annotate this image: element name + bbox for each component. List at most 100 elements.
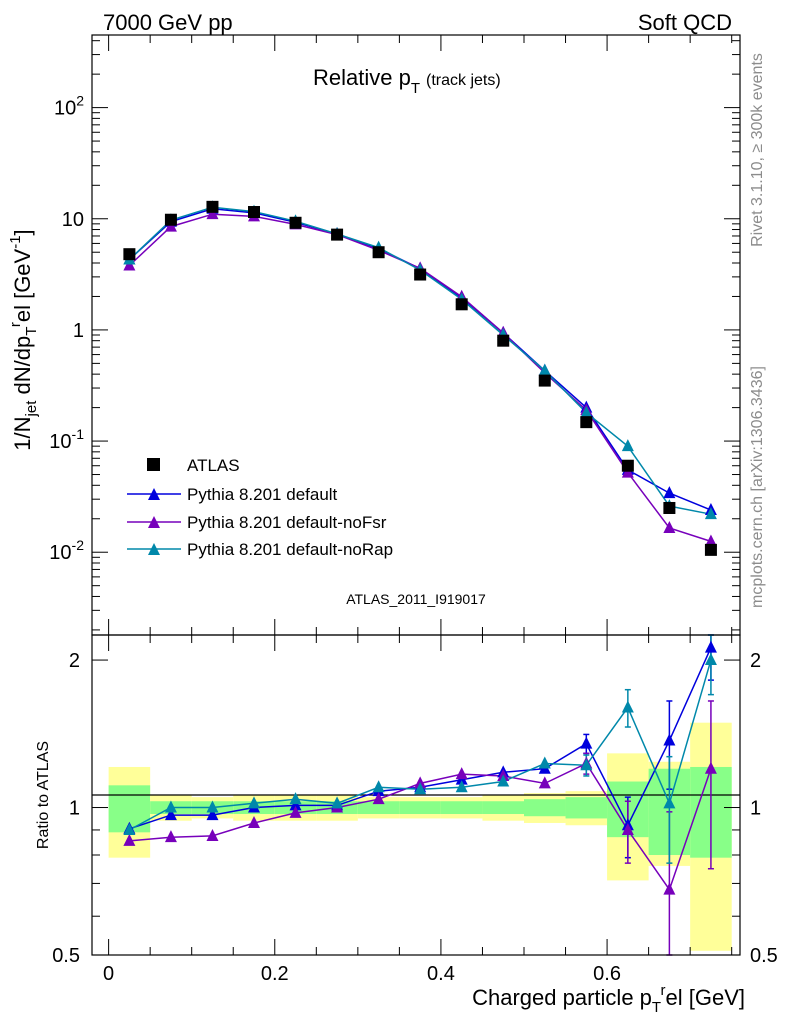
main-point-atlas: [331, 228, 344, 241]
main-y-tick-label: 10-2: [49, 537, 84, 564]
ratio-point-nofsr: [289, 805, 302, 818]
main-point-atlas: [580, 416, 593, 429]
ratio-point-norap: [164, 800, 177, 813]
main-y-tick-label: 1: [73, 320, 84, 342]
main-x-ticks: [108, 35, 733, 635]
main-point-atlas: [372, 246, 385, 259]
legend-label-norap: Pythia 8.201 default-noRap: [187, 540, 393, 559]
ratio-point-norap: [331, 796, 344, 809]
main-point-norap: [704, 507, 717, 520]
legend-marker-atlas: [147, 458, 160, 471]
ratio-point-norap: [538, 756, 551, 769]
ratio-point-nofsr: [621, 822, 634, 835]
ratio-panel: 0.5 0.5 1 1 2 2 0 0.2 0.4 0.6: [52, 634, 778, 985]
legend-marker-default: [148, 488, 160, 500]
ratio-point-nofsr: [663, 882, 676, 895]
ratio-point-norap: [414, 782, 427, 795]
legend-label-default: Pythia 8.201 default: [187, 485, 338, 504]
main-point-atlas: [455, 298, 468, 311]
ratio-band-inner: [565, 797, 608, 819]
main-point-nofsr: [206, 207, 219, 220]
legend-label-atlas: ATLAS: [187, 456, 240, 475]
ratio-point-norap: [248, 796, 260, 809]
main-point-norap: [621, 439, 634, 452]
ratio-point-default: [663, 733, 676, 746]
ratio-band-inner: [440, 801, 483, 815]
main-panel: Relative pT (track jets) ATLAS_2011_I9190…: [49, 34, 741, 636]
main-point-norap: [580, 405, 593, 418]
ratio-point-default: [289, 798, 302, 811]
ratio-y-tick-label-right: 0.5: [750, 945, 778, 967]
ratio-point-norap: [580, 758, 593, 771]
ratio-y-tick-label: 2: [69, 650, 80, 672]
ratio-point-default: [704, 640, 717, 653]
main-series: [123, 200, 717, 556]
ratio-y-tick-label: 1: [69, 798, 80, 820]
ratio-point-norap: [455, 780, 468, 793]
ratio-point-norap: [372, 780, 385, 793]
side-mcplots: mcplots.cern.ch [arXiv:1306.3436]: [749, 366, 766, 608]
side-rivet: Rivet 3.1.10, ≥ 300k events: [749, 53, 766, 247]
main-point-atlas: [289, 216, 302, 229]
main-y-tick-label: 10: [62, 209, 84, 231]
x-tick-label: 0.2: [261, 963, 289, 985]
ratio-band-inner: [482, 801, 524, 815]
ratio-point-norap: [621, 700, 634, 713]
main-point-atlas: [206, 200, 219, 213]
ratio-point-norap: [206, 800, 219, 813]
ratio-point-default: [164, 808, 177, 821]
main-point-nofsr: [663, 521, 676, 534]
ratio-point-norap: [123, 822, 136, 835]
ratio-point-nofsr: [248, 815, 260, 828]
ratio-point-norap: [289, 792, 302, 805]
main-point-atlas: [497, 334, 510, 347]
ratio-y-tick-label-right: 1: [750, 798, 761, 820]
plot-title: Relative pT (track jets): [313, 65, 501, 97]
ratio-band-inner: [524, 799, 566, 817]
ratio-point-norap: [704, 653, 717, 666]
ratio-point-nofsr: [538, 776, 551, 789]
legend-marker-nofsr: [148, 516, 160, 528]
header-left: 7000 GeV pp: [103, 10, 233, 35]
legend-label-nofsr: Pythia 8.201 default-noFsr: [187, 513, 387, 532]
x-tick-label: 0.6: [593, 963, 621, 985]
main-point-atlas: [414, 268, 427, 281]
main-point-atlas: [123, 248, 136, 261]
main-point-atlas: [621, 459, 634, 472]
legend-marker-norap: [148, 543, 160, 555]
ratio-point-norap: [497, 774, 510, 787]
ratio-band-inner: [357, 801, 400, 815]
ratio-frame: [91, 634, 741, 956]
main-y-axis-label: 1/Njet dN/dpTrel [GeV-1]: [7, 229, 40, 450]
ratio-point-nofsr: [123, 833, 136, 846]
ratio-point-default: [580, 736, 593, 749]
legend: ATLAS Pythia 8.201 default Pythia 8.201 …: [127, 456, 393, 559]
ratio-series: [123, 634, 717, 956]
ratio-point-nofsr: [372, 792, 385, 805]
ratio-point-nofsr: [704, 761, 717, 774]
x-tick-label: 0: [103, 963, 114, 985]
ratio-point-nofsr: [164, 830, 177, 843]
main-point-nofsr: [704, 534, 717, 547]
main-y-ticks: 10-2 10-1 1 10 102: [49, 40, 740, 631]
ratio-point-nofsr: [455, 767, 468, 780]
ratio-point-default: [206, 808, 219, 821]
analysis-id: ATLAS_2011_I919017: [346, 591, 486, 607]
main-point-atlas: [704, 543, 717, 556]
main-point-atlas: [164, 213, 177, 226]
main-y-tick-label: 102: [54, 93, 84, 120]
ratio-y-tick-label-right: 2: [750, 650, 761, 672]
ratio-band-inner: [399, 801, 441, 815]
main-point-default: [663, 486, 676, 499]
main-y-tick-label: 10-1: [49, 426, 84, 453]
ratio-point-norap: [663, 796, 676, 809]
x-axis-label: Charged particle pTrel [GeV]: [472, 982, 745, 1016]
main-point-atlas: [663, 501, 676, 514]
x-tick-label: 0.4: [427, 963, 455, 985]
main-point-norap: [538, 363, 551, 376]
main-point-atlas: [248, 206, 260, 219]
ratio-point-nofsr: [206, 828, 219, 841]
ratio-y-ticks: 0.5 0.5 1 1 2 2: [52, 650, 778, 967]
header-right: Soft QCD: [638, 10, 732, 35]
